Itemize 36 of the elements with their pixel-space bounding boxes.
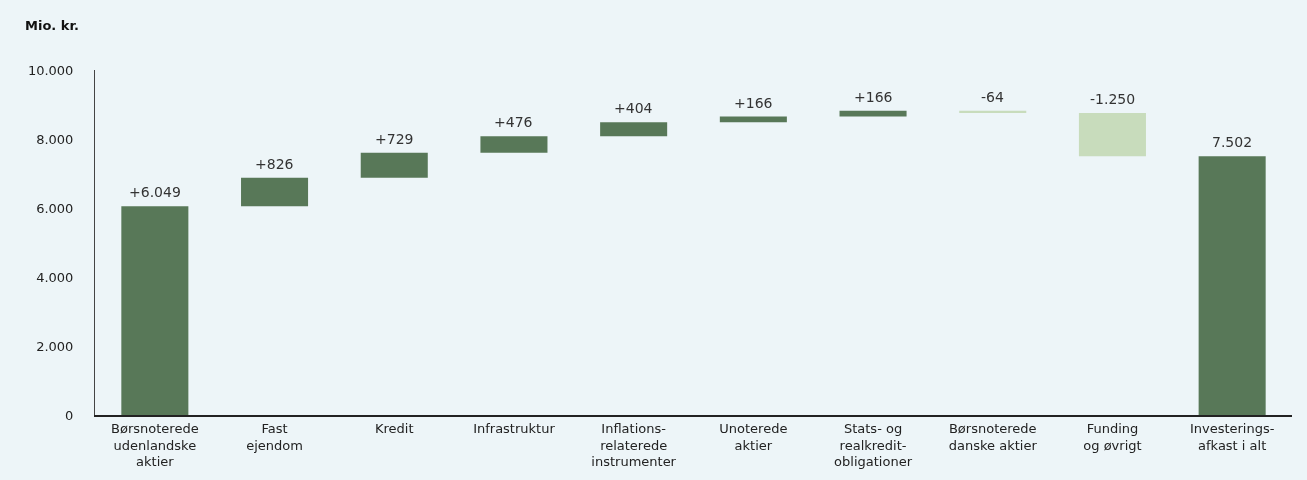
x-tick-label: Infrastruktur [473, 420, 556, 436]
bar [360, 152, 428, 178]
bar [1198, 156, 1266, 415]
x-tick-label: Børsnoterede danske aktier [948, 420, 1038, 453]
data-label: +166 [854, 89, 893, 105]
data-label: +826 [255, 156, 294, 172]
data-label: +404 [614, 100, 653, 116]
bar [241, 177, 309, 207]
x-tick-label: Unoterede aktier [719, 420, 788, 453]
bar [600, 122, 668, 137]
bar [121, 206, 189, 415]
x-tick-label: Kredit [374, 420, 414, 436]
data-label: +6.049 [129, 184, 181, 200]
bar [839, 110, 907, 117]
bar [1078, 113, 1146, 157]
data-label: 7.502 [1212, 134, 1253, 150]
x-tick-label: Børsnoterede udenlandske aktier [111, 420, 199, 470]
x-tick-label: Stats- og realkredit- obligationer [834, 420, 913, 470]
y-tick-label: 4.000 [36, 269, 74, 285]
data-label: +166 [734, 95, 773, 111]
bar [959, 110, 1027, 114]
y-tick-label: 10.000 [27, 62, 74, 78]
x-tick-label: Fast ejendom [246, 420, 303, 453]
x-tick-label: Funding og øvrigt [1083, 420, 1142, 453]
y-tick-label: 8.000 [36, 131, 74, 147]
x-tick-label: Investerings- afkast i alt [1189, 420, 1275, 453]
y-tick-label: 2.000 [36, 338, 74, 354]
data-label: +729 [375, 131, 414, 147]
y-axis-title: Mio. kr. [25, 18, 79, 33]
data-label: -1.250 [1090, 91, 1136, 107]
bar [480, 136, 548, 153]
y-tick-label: 6.000 [36, 200, 74, 216]
data-label: +476 [494, 114, 533, 130]
data-label: -64 [981, 89, 1004, 105]
y-tick-label: 0 [65, 407, 74, 423]
x-tick-label: Inflations- relaterede instrumenter [591, 420, 677, 470]
